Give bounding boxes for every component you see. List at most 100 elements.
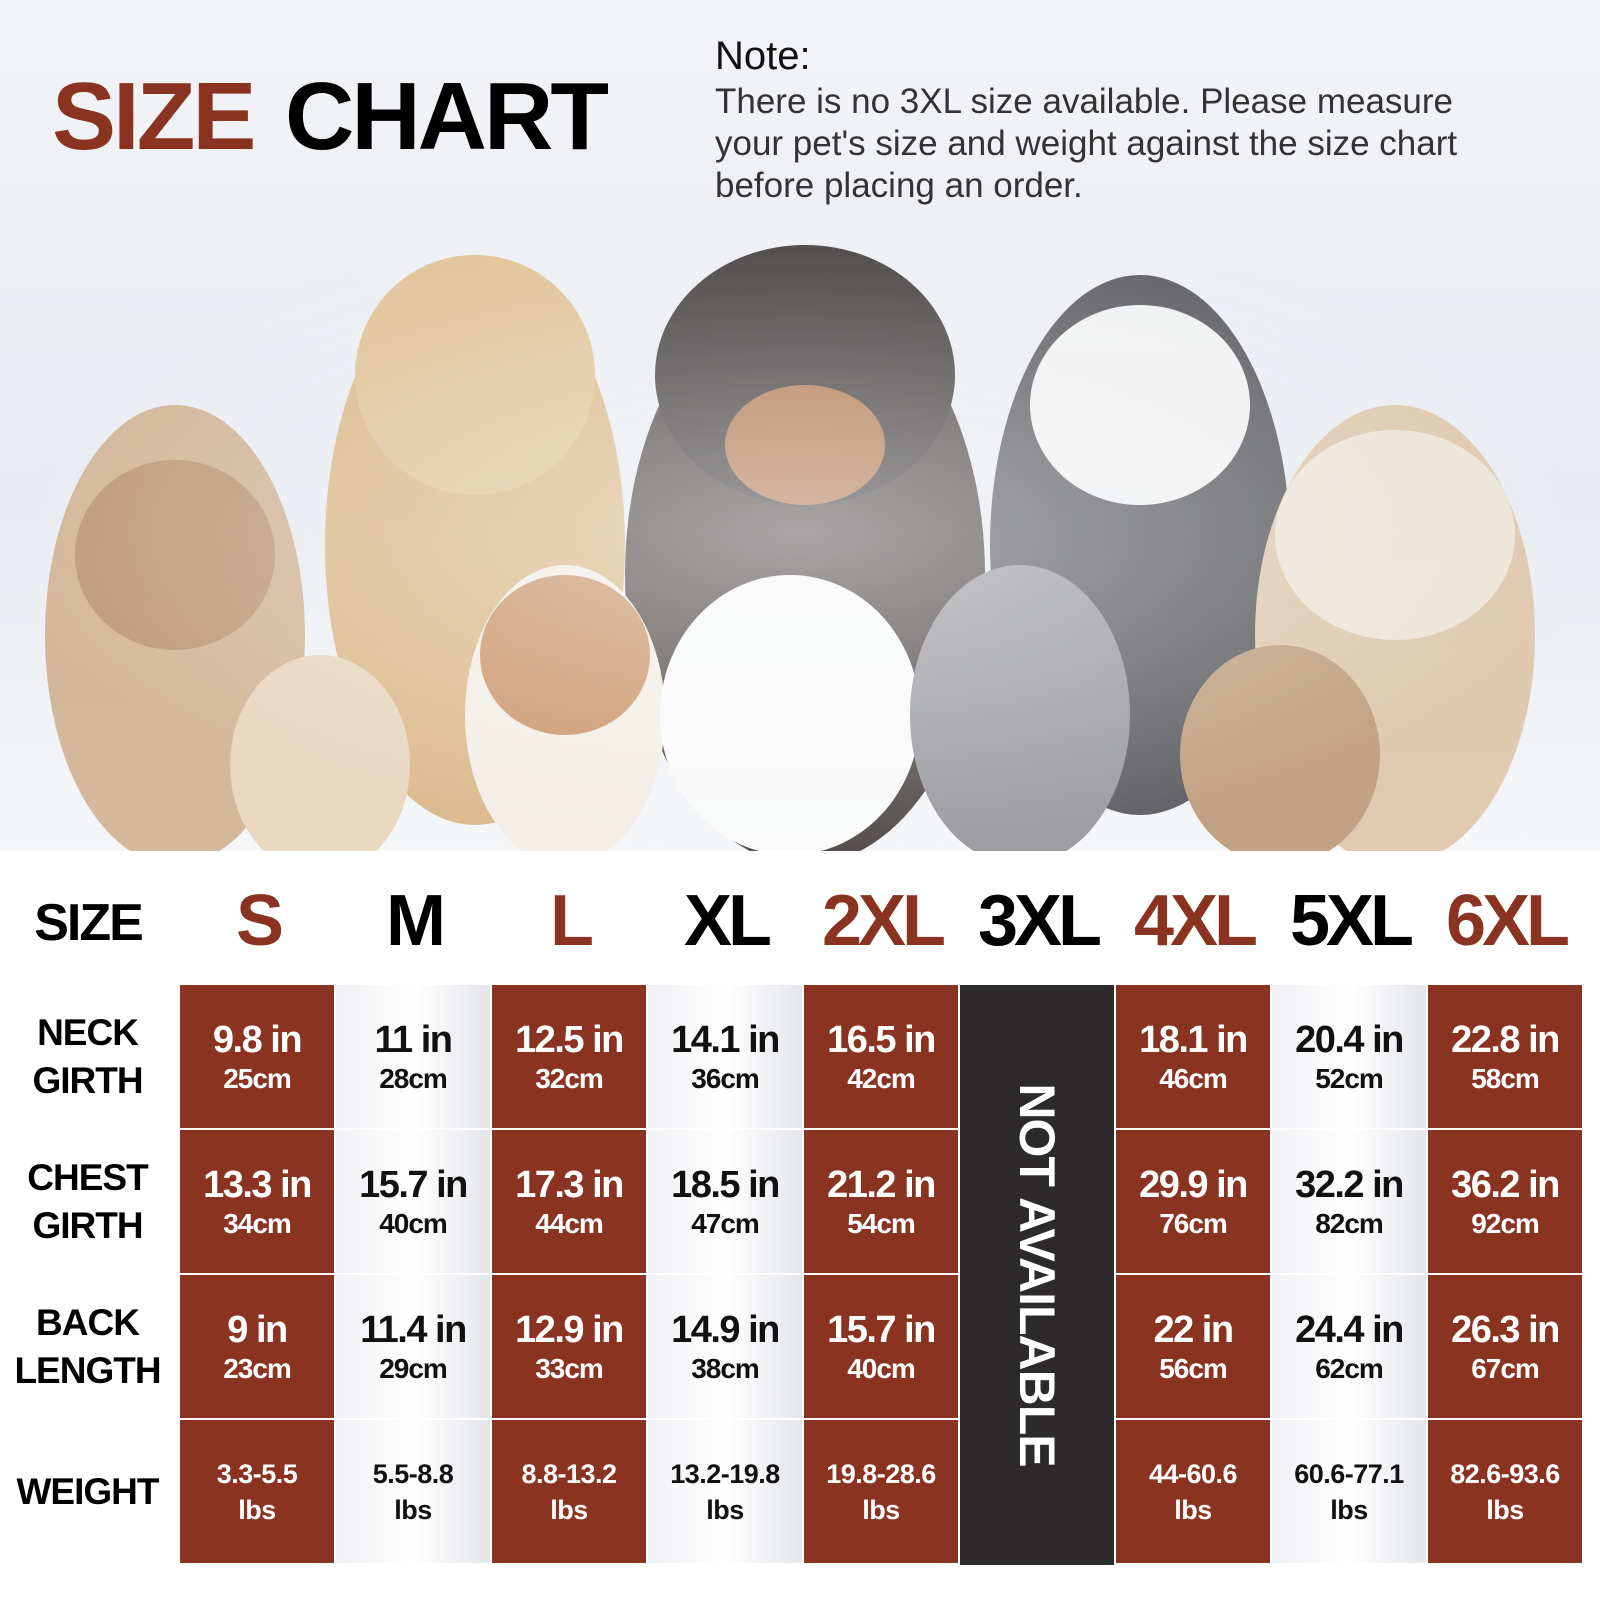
cell-unit: 29cm xyxy=(379,1352,448,1384)
size-cell: 11 in 28cm xyxy=(336,985,490,1128)
row-label-line: LENGTH xyxy=(14,1349,161,1391)
cell-unit: 62cm xyxy=(1315,1352,1384,1384)
cell-value: 3.3-5.5 xyxy=(216,1458,298,1489)
cell-value: 44-60.6 xyxy=(1148,1458,1238,1489)
cell-value: 22.8 in xyxy=(1451,1018,1560,1061)
size-cell: 18.5 in 47cm xyxy=(648,1130,802,1273)
cell-unit: 34cm xyxy=(223,1207,292,1239)
cell-unit: 25cm xyxy=(223,1062,292,1094)
row-label-line: CHEST xyxy=(27,1156,148,1198)
cell-value: 12.9 in xyxy=(515,1308,624,1351)
cell-value: 26.3 in xyxy=(1451,1308,1560,1351)
dogs-photo xyxy=(0,215,1600,851)
cell-unit: 54cm xyxy=(847,1207,916,1239)
size-cell: 12.5 in 32cm xyxy=(492,985,646,1128)
size-cell: 22.8 in 58cm xyxy=(1428,985,1582,1128)
size-cell: 9.8 in 25cm xyxy=(180,985,334,1128)
size-cell: 3.3-5.5 lbs xyxy=(180,1420,334,1563)
size-header: XL xyxy=(683,881,772,961)
size-header: S xyxy=(235,881,284,961)
row-label-line: NECK xyxy=(37,1011,139,1053)
size-cell: 36.2 in 92cm xyxy=(1428,1130,1582,1273)
size-cell: 19.8-28.6 lbs xyxy=(804,1420,958,1563)
cell-unit: 47cm xyxy=(691,1207,760,1239)
size-header: 5XL xyxy=(1289,881,1414,961)
cell-value: 8.8-13.2 xyxy=(521,1458,617,1489)
cell-unit: 82cm xyxy=(1315,1207,1384,1239)
title-chart: CHART xyxy=(285,63,609,170)
cell-value: 16.5 in xyxy=(827,1018,936,1061)
cell-unit: 46cm xyxy=(1159,1062,1228,1094)
cell-value: 21.2 in xyxy=(827,1163,936,1206)
cell-unit: 67cm xyxy=(1471,1352,1540,1384)
row-label-line: GIRTH xyxy=(32,1204,143,1246)
size-cell: 15.7 in 40cm xyxy=(804,1275,958,1418)
cell-value: 9.8 in xyxy=(212,1018,303,1061)
row-label: BACK LENGTH xyxy=(0,1275,175,1418)
cell-value: 18.1 in xyxy=(1139,1018,1248,1061)
size-cell: 29.9 in 76cm xyxy=(1116,1130,1270,1273)
size-cell: 15.7 in 40cm xyxy=(336,1130,490,1273)
row-label: WEIGHT xyxy=(0,1420,175,1563)
cell-unit: 40cm xyxy=(847,1352,916,1384)
cell-value: 32.2 in xyxy=(1295,1163,1404,1206)
size-cell: 21.2 in 54cm xyxy=(804,1130,958,1273)
cell-unit: 44cm xyxy=(535,1207,604,1239)
size-cell: 5.5-8.8 lbs xyxy=(336,1420,490,1563)
cell-value: 24.4 in xyxy=(1295,1308,1404,1351)
cell-unit: 32cm xyxy=(535,1062,604,1094)
size-cell: 24.4 in 62cm xyxy=(1272,1275,1426,1418)
size-cell: 14.1 in 36cm xyxy=(648,985,802,1128)
size-header: M xyxy=(386,881,446,961)
cell-value: 9 in xyxy=(227,1308,288,1351)
cell-unit: 52cm xyxy=(1315,1062,1384,1094)
cell-value: 19.8-28.6 xyxy=(826,1458,936,1489)
size-cell: 60.6-77.1 lbs xyxy=(1272,1420,1426,1563)
cell-value: 36.2 in xyxy=(1451,1163,1560,1206)
size-cell: 32.2 in 82cm xyxy=(1272,1130,1426,1273)
size-cell: 11.4 in 29cm xyxy=(336,1275,490,1418)
size-cell: 26.3 in 67cm xyxy=(1428,1275,1582,1418)
cell-unit: lbs xyxy=(238,1494,276,1525)
size-header: 2XL xyxy=(821,881,946,961)
corner-label: SIZE xyxy=(34,894,144,952)
cell-value: 14.9 in xyxy=(671,1308,780,1351)
cell-value: 13.3 in xyxy=(203,1163,312,1206)
cell-unit: 36cm xyxy=(691,1062,760,1094)
cell-unit: lbs xyxy=(1330,1494,1368,1525)
cell-value: 5.5-8.8 xyxy=(372,1458,454,1489)
cell-unit: lbs xyxy=(550,1494,588,1525)
cell-value: 29.9 in xyxy=(1139,1163,1248,1206)
unavailable-column: NOT AVAILABLE xyxy=(960,985,1114,1565)
size-cell: 82.6-93.6 lbs xyxy=(1428,1420,1582,1563)
cell-unit: lbs xyxy=(862,1494,900,1525)
row-label-line: GIRTH xyxy=(32,1059,143,1101)
cell-unit: 76cm xyxy=(1159,1207,1228,1239)
cell-unit: 42cm xyxy=(847,1062,916,1094)
cell-value: 14.1 in xyxy=(671,1018,780,1061)
cell-value: 11 in xyxy=(374,1018,454,1061)
cell-unit: 58cm xyxy=(1471,1062,1540,1094)
cell-value: 18.5 in xyxy=(671,1163,780,1206)
cell-value: 15.7 in xyxy=(359,1163,468,1206)
cell-unit: 28cm xyxy=(379,1062,448,1094)
size-cell: 13.3 in 34cm xyxy=(180,1130,334,1273)
cell-value: 17.3 in xyxy=(515,1163,624,1206)
title-size: SIZE xyxy=(52,63,256,170)
size-cell: 16.5 in 42cm xyxy=(804,985,958,1128)
note-line: your pet's size and weight against the s… xyxy=(715,124,1458,163)
size-cell: 20.4 in 52cm xyxy=(1272,985,1426,1128)
cell-value: 22 in xyxy=(1153,1308,1234,1351)
size-header: 3XL xyxy=(977,881,1102,961)
cell-unit: 40cm xyxy=(379,1207,448,1239)
row-label: NECK GIRTH xyxy=(0,985,175,1128)
size-cell: 8.8-13.2 lbs xyxy=(492,1420,646,1563)
cell-unit: 23cm xyxy=(223,1352,292,1384)
cell-value: 12.5 in xyxy=(515,1018,624,1061)
not-available: NOT AVAILABLE xyxy=(1009,1083,1065,1467)
size-cell: 12.9 in 33cm xyxy=(492,1275,646,1418)
cell-unit: 92cm xyxy=(1471,1207,1540,1239)
size-header: L xyxy=(550,881,594,961)
